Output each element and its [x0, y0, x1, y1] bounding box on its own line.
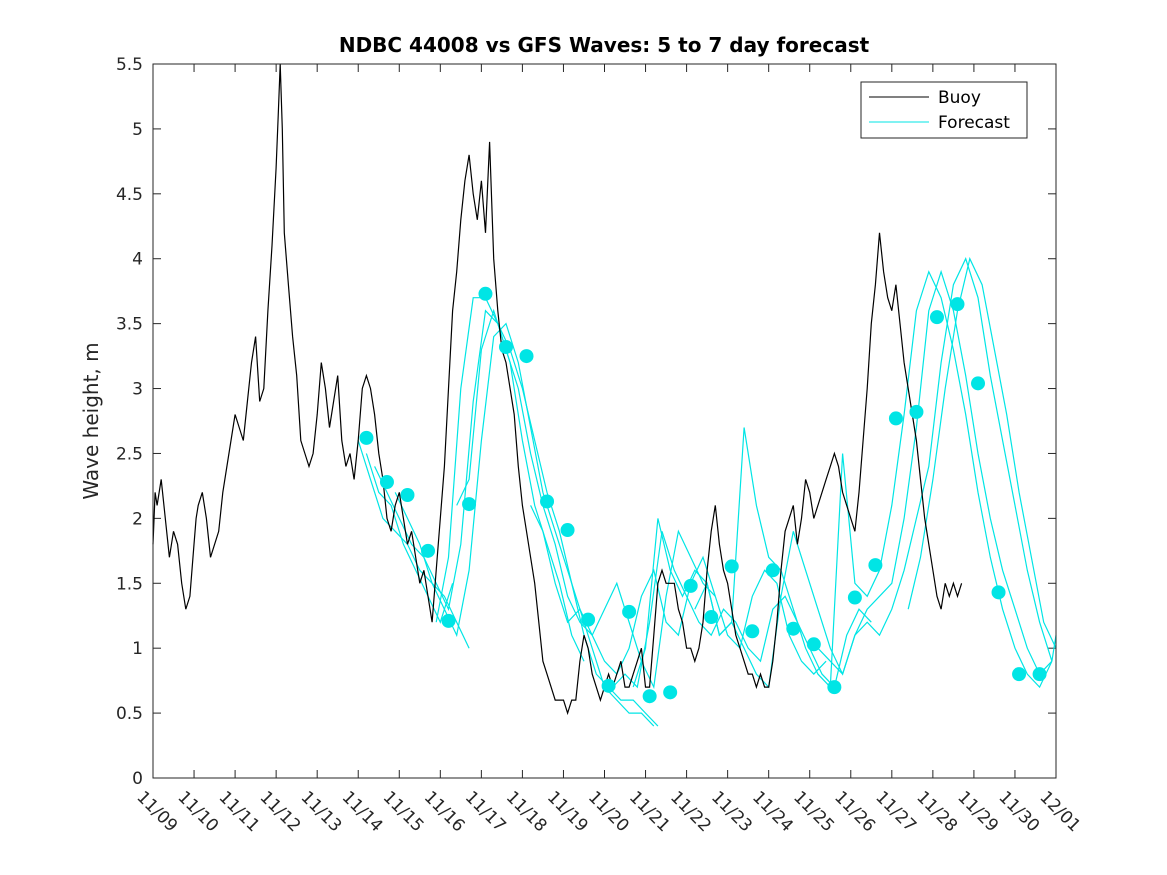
forecast-marker-point — [888, 411, 903, 426]
y-tick-label: 0 — [132, 769, 143, 789]
forecast-marker-point — [929, 310, 944, 325]
forecast-series-line — [907, 256, 1057, 649]
forecast-marker-point — [462, 497, 477, 512]
forecast-series-line — [365, 453, 454, 624]
forecast-marker-point — [704, 610, 719, 625]
forecast-marker-point — [683, 578, 698, 593]
y-tick-label: 2 — [132, 509, 143, 529]
y-tick-label: 1 — [132, 639, 143, 659]
y-tick-label: 4 — [132, 250, 143, 270]
forecast-marker-point — [581, 612, 596, 627]
plot-area — [152, 63, 1057, 727]
y-axis-ticks: 0 0.5 1 1.5 2 2.5 3 3.5 4 4.5 5 5.5 — [116, 55, 1056, 789]
legend-box — [860, 81, 1028, 139]
forecast-marker-point — [359, 430, 374, 445]
y-tick-label: 5.5 — [116, 55, 143, 75]
buoy-series-line — [152, 63, 963, 716]
y-tick-label: 5 — [132, 120, 143, 140]
forecast-marker-point — [498, 340, 513, 355]
forecast-marker-point — [400, 487, 415, 502]
forecast-series-line — [435, 297, 659, 727]
forecast-marker-point — [745, 624, 760, 639]
forecast-series-line — [612, 531, 872, 689]
forecast-marker-point — [540, 494, 555, 509]
y-tick-label: 4.5 — [116, 185, 143, 205]
forecast-marker-point — [909, 404, 924, 419]
forecast-marker-point — [1012, 667, 1027, 682]
forecast-series-line — [694, 269, 1053, 689]
forecast-marker-point — [519, 349, 534, 364]
forecast-series-line — [357, 440, 470, 649]
legend: Buoy Forecast — [860, 81, 1028, 139]
forecast-marker-point — [847, 590, 862, 605]
forecast-marker-point — [806, 637, 821, 652]
forecast-series-line — [374, 309, 585, 662]
forecast-marker-point — [379, 475, 394, 490]
forecast-lines — [357, 256, 1057, 727]
forecast-series-line — [530, 505, 827, 676]
forecast-markers — [359, 286, 1047, 704]
forecast-marker-point — [786, 621, 801, 636]
legend-buoy-label: Buoy — [938, 88, 981, 108]
forecast-marker-point — [991, 585, 1006, 600]
forecast-marker-point — [868, 558, 883, 573]
y-axis-label: Wave height, m — [79, 342, 103, 499]
forecast-marker-point — [724, 559, 739, 574]
forecast-marker-point — [560, 523, 575, 538]
forecast-series-line — [817, 257, 1057, 676]
legend-forecast-label: Forecast — [938, 113, 1010, 133]
forecast-marker-point — [765, 563, 780, 578]
forecast-marker-point — [642, 689, 657, 704]
forecast-marker-point — [601, 678, 616, 693]
forecast-marker-point — [663, 685, 678, 700]
forecast-marker-point — [421, 543, 436, 558]
y-tick-label: 2.5 — [116, 444, 143, 464]
forecast-marker-point — [441, 613, 456, 628]
forecast-marker-point — [971, 376, 986, 391]
forecast-marker-point — [827, 680, 842, 695]
y-tick-label: 1.5 — [116, 574, 143, 594]
forecast-series-line — [632, 270, 1053, 689]
forecast-marker-point — [950, 297, 965, 312]
chart-title: NDBC 44008 vs GFS Waves: 5 to 7 day fore… — [339, 33, 870, 57]
y-tick-label: 3 — [132, 380, 143, 400]
y-tick-label: 3.5 — [116, 315, 143, 335]
forecast-marker-point — [622, 604, 637, 619]
axes-box — [152, 63, 1057, 779]
forecast-marker-point — [478, 286, 493, 301]
buoy-line-group — [152, 63, 963, 716]
y-tick-label: 0.5 — [116, 704, 143, 724]
forecast-marker-point — [1032, 667, 1047, 682]
